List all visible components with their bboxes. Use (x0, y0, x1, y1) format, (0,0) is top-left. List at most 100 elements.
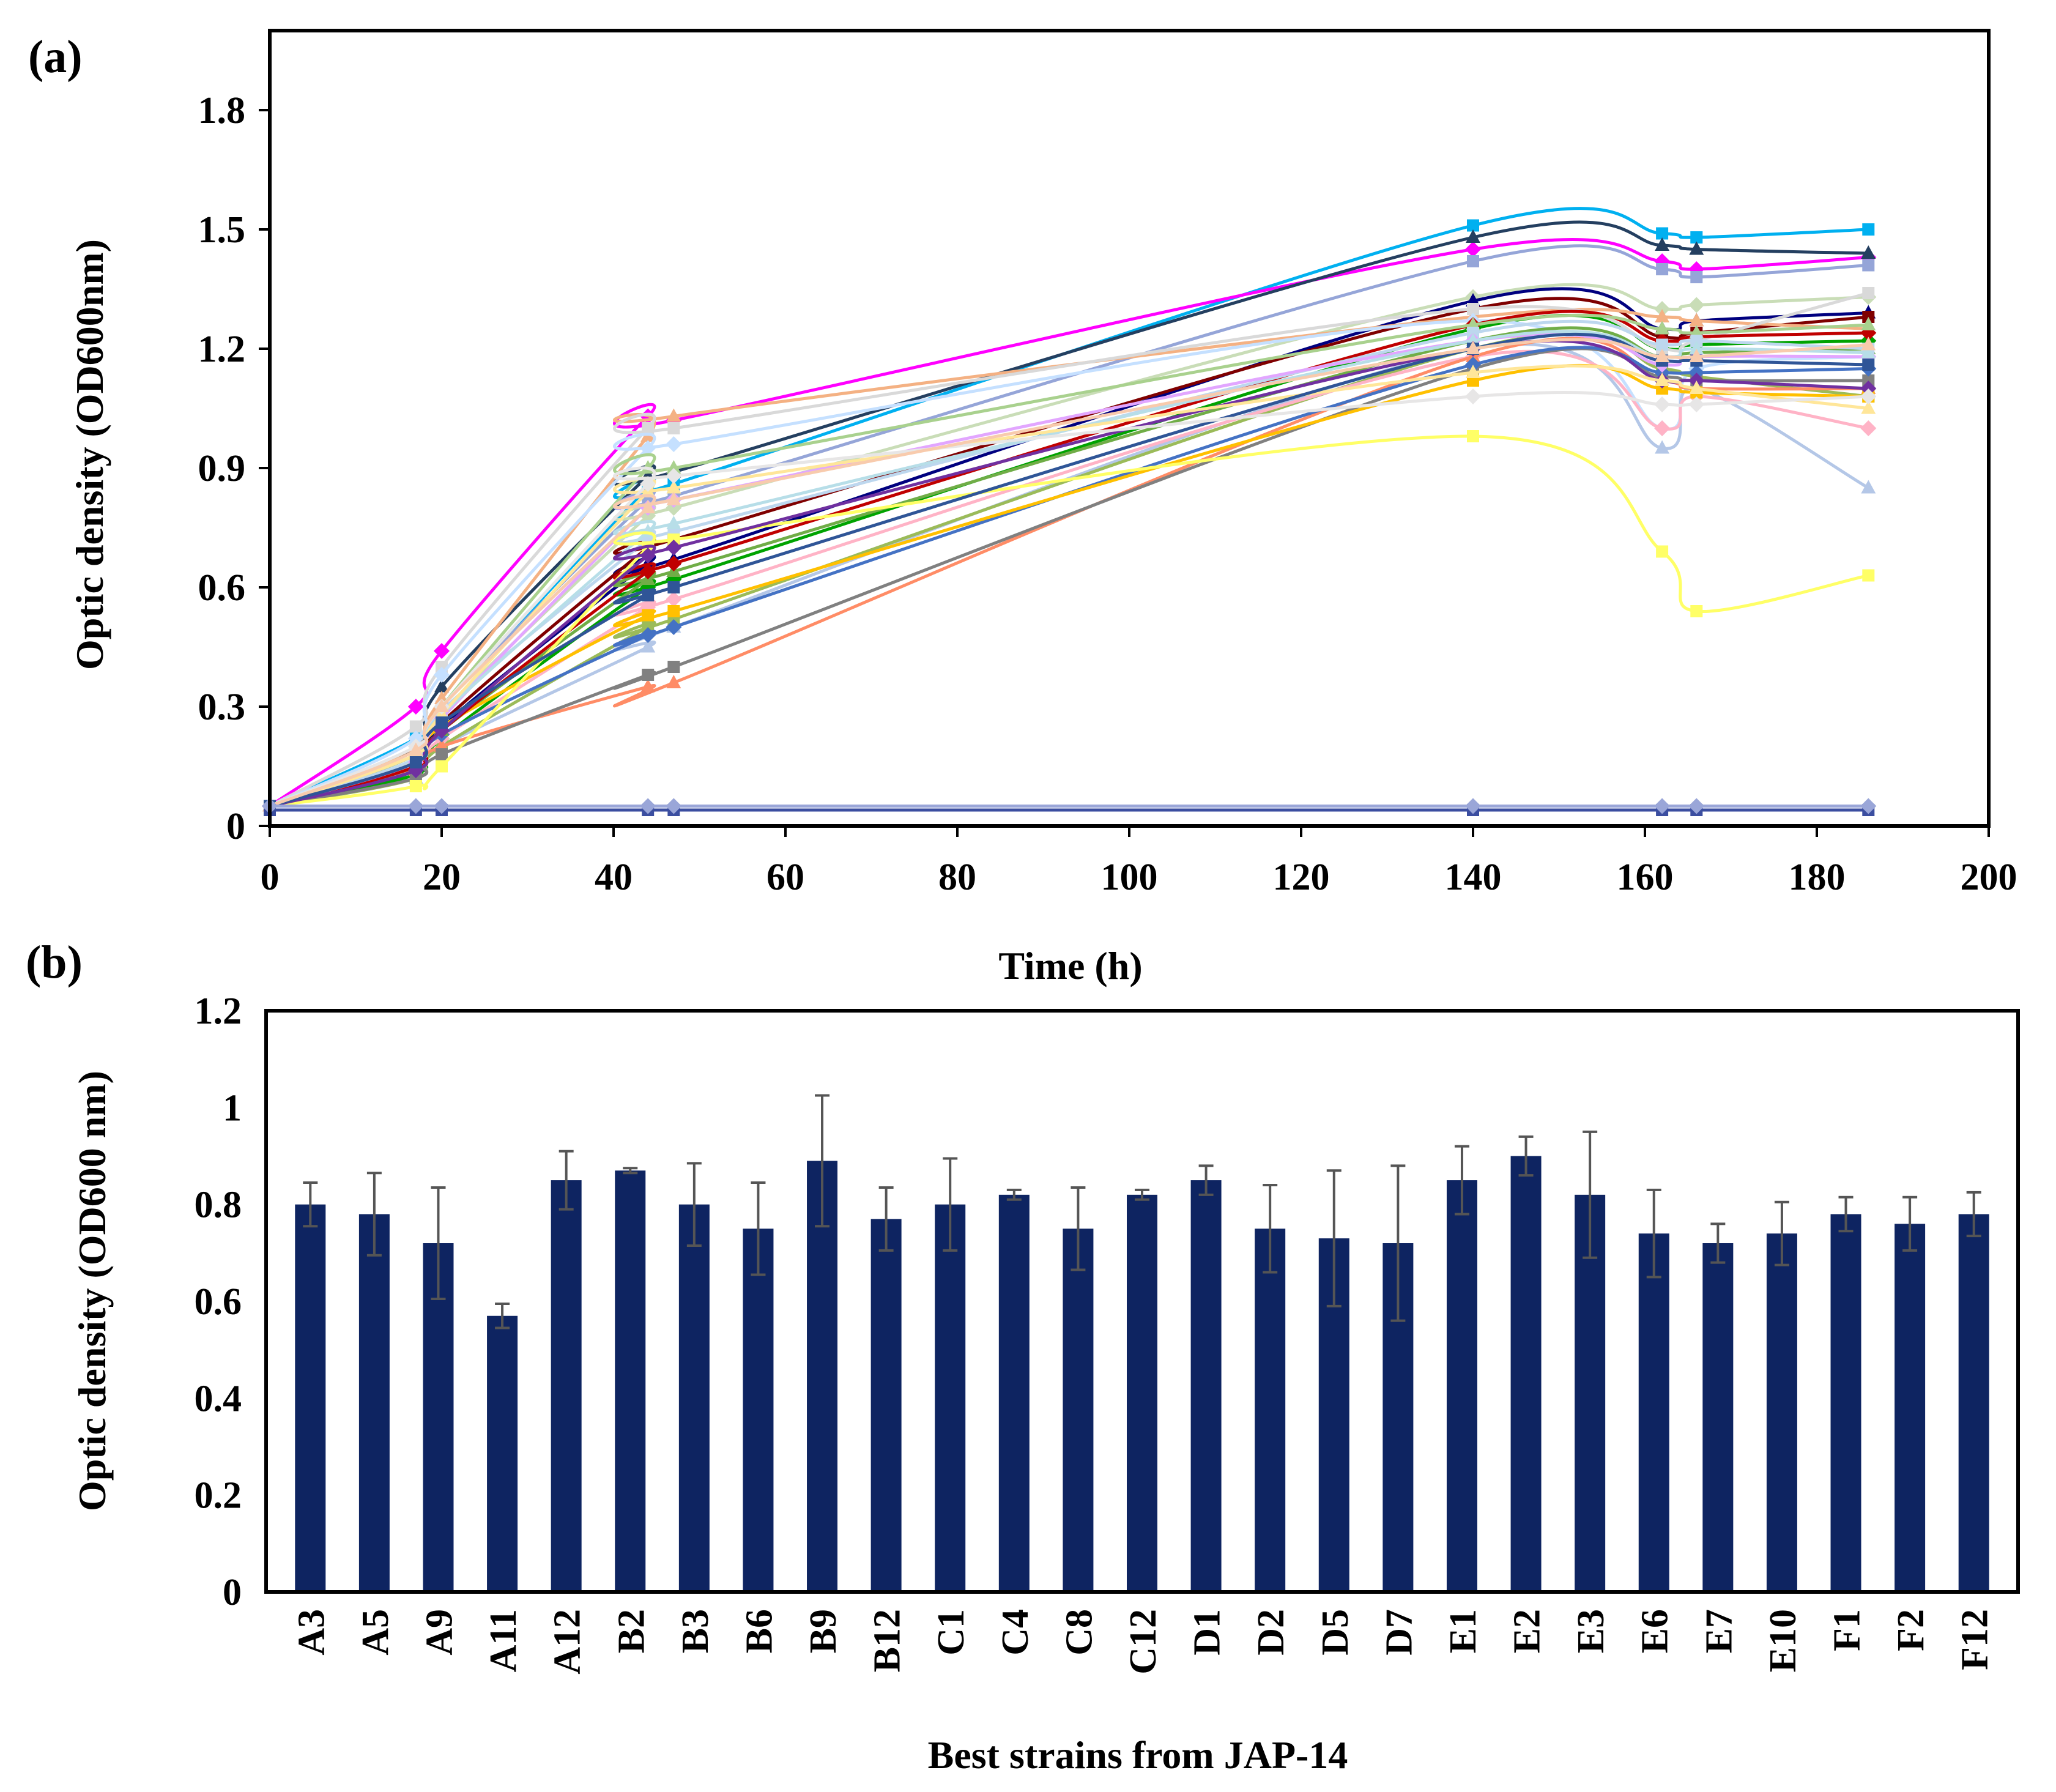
data-point (1655, 237, 1670, 251)
error-bar-A11 (495, 1302, 510, 1329)
error-bar-A5 (366, 1172, 382, 1257)
data-point (436, 716, 448, 729)
data-point (640, 476, 656, 492)
data-point (407, 699, 424, 715)
y-tick-label: 0 (226, 806, 245, 847)
error-bar-C1 (943, 1157, 958, 1252)
error-bar-D7 (1390, 1164, 1406, 1322)
bar-E3 (1575, 1194, 1606, 1592)
x-tick-label: 40 (595, 857, 633, 898)
x-tick-label: D2 (1250, 1609, 1292, 1656)
data-point (1690, 271, 1703, 283)
data-point (1862, 569, 1875, 582)
data-point (1689, 341, 1704, 354)
error-bar-B6 (751, 1181, 766, 1276)
series-baseline-2 (262, 798, 1877, 814)
x-tick-label: 100 (1101, 857, 1158, 898)
data-point (1654, 420, 1671, 436)
data-point (667, 581, 680, 593)
y-tick-label: 0.6 (195, 1281, 242, 1323)
x-tick-label: 0 (261, 857, 280, 898)
data-point (1465, 798, 1481, 814)
x-tick-label: B12 (867, 1609, 908, 1672)
series-line (269, 390, 1869, 808)
y-tick-label: 0 (223, 1572, 242, 1613)
data-point (436, 748, 448, 760)
bar-chart-y-axis-title: Optic density (OD600 nm) (70, 1071, 114, 1511)
x-tick-label: C12 (1123, 1609, 1164, 1675)
error-bar-C12 (1135, 1188, 1149, 1201)
data-point (640, 639, 656, 653)
series-line (269, 238, 1869, 808)
bar-chart-x-axis-title: Best strains from JAP-14 (928, 1733, 1348, 1777)
data-point (407, 798, 424, 814)
data-point (667, 422, 680, 434)
data-point (1690, 605, 1703, 617)
data-point (409, 756, 422, 768)
series-s27 (262, 364, 1876, 812)
x-tick-label: E1 (1442, 1609, 1484, 1653)
data-point (1861, 245, 1876, 259)
error-bar-F2 (1902, 1195, 1918, 1252)
data-point (1860, 389, 1877, 404)
data-point (1690, 231, 1703, 244)
data-point (642, 609, 655, 622)
data-point (1862, 359, 1875, 371)
error-bar-C4 (1006, 1188, 1022, 1201)
data-point (640, 563, 656, 579)
data-point (666, 556, 682, 571)
data-point (1655, 321, 1670, 335)
series-line (269, 343, 1869, 808)
panel-b-label: (b) (26, 937, 83, 988)
data-point (666, 540, 682, 556)
y-tick-label: 0.4 (195, 1378, 242, 1419)
data-point (408, 742, 423, 756)
series-s6 (262, 287, 1876, 812)
bar-B3 (678, 1204, 710, 1592)
y-tick-label: 1 (223, 1087, 242, 1129)
series-line (269, 339, 1869, 808)
x-tick-label: E6 (1635, 1609, 1676, 1653)
data-point (1655, 373, 1670, 386)
data-point (434, 699, 449, 712)
series-s9 (262, 308, 1876, 812)
y-tick-label: 0.9 (198, 448, 246, 489)
x-tick-label: 200 (1961, 857, 2017, 898)
line-chart-y-axis-title: Optic density (OD600nm) (68, 239, 111, 670)
data-point (1656, 227, 1669, 240)
data-point (666, 460, 681, 474)
data-point (1655, 309, 1670, 322)
error-bar-A12 (559, 1150, 574, 1211)
x-tick-label: A3 (291, 1609, 332, 1656)
x-tick-label: E7 (1698, 1609, 1740, 1653)
x-tick-label: 80 (938, 857, 976, 898)
data-point (409, 780, 422, 792)
data-point (666, 480, 681, 494)
bar-A12 (551, 1180, 582, 1592)
x-tick-label: A11 (483, 1609, 524, 1672)
series-s23 (262, 333, 1877, 814)
x-tick-label: D1 (1187, 1609, 1228, 1656)
x-tick-label: A9 (418, 1609, 460, 1656)
data-point (1689, 349, 1704, 362)
x-tick-label: B2 (610, 1609, 652, 1653)
error-bar-B12 (878, 1186, 894, 1252)
x-tick-label: E2 (1507, 1609, 1548, 1653)
bar-B2 (615, 1170, 646, 1592)
error-bar-E6 (1646, 1188, 1661, 1279)
data-point (1861, 400, 1876, 414)
data-point (1688, 297, 1705, 313)
data-point (1656, 338, 1669, 351)
series-line (269, 308, 1869, 808)
x-tick-label: D5 (1315, 1609, 1356, 1656)
bar-C1 (935, 1204, 966, 1592)
bar-A11 (487, 1315, 518, 1592)
data-point (1861, 344, 1876, 359)
bar-E1 (1446, 1180, 1477, 1592)
error-bar-D1 (1198, 1164, 1214, 1196)
bar-A9 (423, 1243, 454, 1592)
bar-A3 (295, 1204, 326, 1592)
x-tick-label: B9 (803, 1609, 844, 1653)
bar-E10 (1766, 1233, 1797, 1592)
